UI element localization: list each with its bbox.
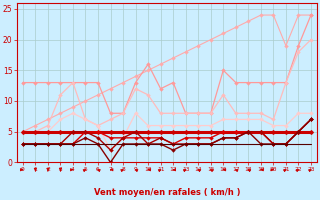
X-axis label: Vent moyen/en rafales ( km/h ): Vent moyen/en rafales ( km/h ) <box>94 188 240 197</box>
